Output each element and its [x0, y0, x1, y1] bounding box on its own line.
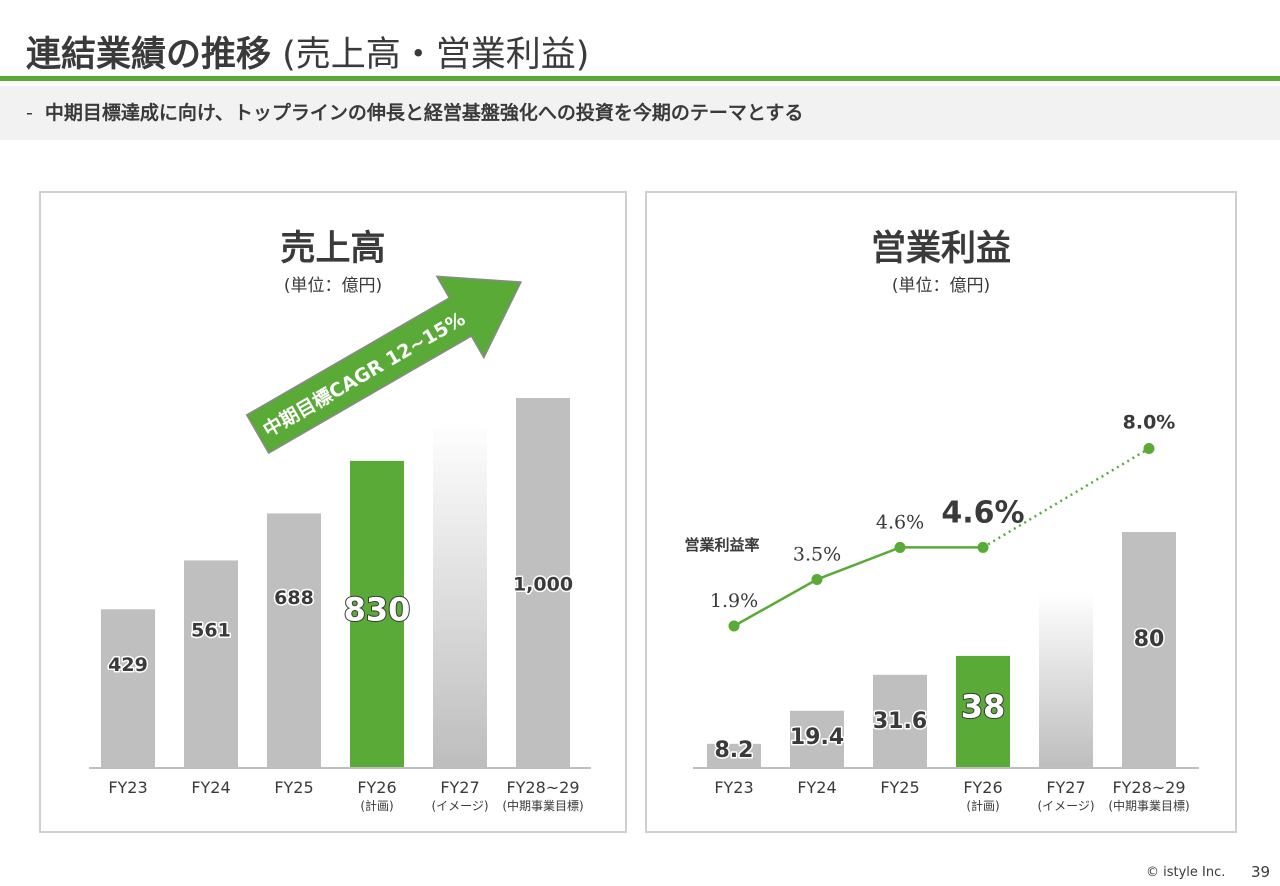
- margin-label-2: 4.6%: [876, 511, 924, 533]
- bar-image-4: [1039, 591, 1093, 768]
- op-profit-chart-title: 営業利益: [870, 229, 1011, 269]
- bar-value-label-2: 688: [274, 587, 314, 609]
- x-tick-label-5: FY28~29: [506, 778, 579, 797]
- page-number: 39: [1251, 863, 1271, 881]
- x-tick-label-2: FY25: [274, 778, 313, 797]
- x-tick-note-5: (中期事業目標): [1108, 798, 1189, 813]
- subtitle: - 中期目標達成に向け、トップラインの伸長と経営基盤強化への投資を今期のテーマとす…: [26, 100, 803, 126]
- x-tick-label-0: FY23: [108, 778, 147, 797]
- x-tick-note-4: (イメージ): [1037, 799, 1094, 813]
- bar-value-label-5: 1,000: [513, 573, 573, 595]
- page-title-main: 連結業績の推移: [26, 35, 272, 75]
- bar-value-label-3: 830: [344, 591, 411, 629]
- x-tick-note-3: (計画): [966, 798, 999, 813]
- op-profit-chart-panel: 営業利益 (単位：億円) 8.2 FY23 19.4 FY24 31.6 FY25 38 FY…: [645, 191, 1237, 833]
- sales-chart-unit: (単位：億円): [283, 276, 383, 296]
- bar-0: [707, 743, 761, 768]
- bar-value-label-0: 429: [108, 654, 148, 676]
- subtitle-text: 中期目標達成に向け、トップラインの伸長と経営基盤強化への投資を今期のテーマとする: [44, 102, 804, 124]
- bar-1: [790, 710, 844, 768]
- margin-series-name: 営業利益率: [684, 536, 759, 554]
- margin-point-0: [728, 620, 740, 632]
- cagr-arrow-shape: [245, 275, 523, 455]
- x-tick-note-3: (計画): [360, 798, 393, 813]
- margin-point-3: [977, 541, 989, 553]
- sales-chart-title: 売上高: [280, 229, 386, 269]
- margin-point-2: [894, 541, 906, 553]
- bar-highlight-3: [956, 655, 1010, 768]
- bar-5: [1122, 532, 1176, 768]
- x-tick-label-0: FY23: [714, 778, 753, 797]
- bar-value-label-1: 561: [191, 620, 231, 642]
- subtitle-band: [0, 86, 1280, 140]
- op-profit-chart: 8.2 FY23 19.4 FY24 31.6 FY25 38 FY26(計画) FY27 (イメ…: [684, 411, 1199, 813]
- bar-5: [516, 398, 570, 768]
- bar-highlight-3: [350, 460, 404, 768]
- bar-value-label-5: 80: [1134, 627, 1165, 652]
- x-tick-label-4: FY27: [1046, 778, 1085, 797]
- x-tick-label-1: FY24: [191, 778, 230, 797]
- title-rule: [0, 76, 1280, 81]
- bar-0: [101, 609, 155, 768]
- bar-2: [873, 674, 927, 768]
- margin-line-dotted: [982, 447, 1150, 549]
- x-tick-note-4: (イメージ): [431, 799, 488, 813]
- x-tick-label-1: FY24: [797, 778, 836, 797]
- x-tick-label-2: FY25: [880, 778, 919, 797]
- bar-value-label-3: 38: [961, 688, 1006, 726]
- margin-label-4: 8.0%: [1123, 411, 1176, 433]
- margin-line-solid: [733, 546, 983, 628]
- subtitle-dash: -: [26, 102, 33, 124]
- margin-label-3: 4.6%: [941, 495, 1024, 530]
- bar-1: [184, 560, 238, 768]
- bar-value-label-2: 31.6: [873, 709, 927, 734]
- bar-value-label-0: 8.2: [715, 738, 754, 763]
- sales-chart-panel: 売上高 (単位：億円) 429 FY23 561 FY24 688 FY25 830 FY26…: [39, 191, 627, 833]
- margin-point-1: [811, 573, 823, 585]
- op-profit-chart-unit: (単位：億円): [891, 276, 991, 296]
- x-tick-label-5: FY28~29: [1112, 778, 1185, 797]
- page-title-sub: (売上高・営業利益): [271, 35, 590, 75]
- margin-point-4: [1143, 442, 1155, 454]
- copyright: © istyle Inc.: [1146, 865, 1226, 880]
- x-tick-note-5: (中期事業目標): [502, 798, 583, 813]
- bar-value-label-1: 19.4: [790, 725, 844, 750]
- x-tick-label-3: FY26: [963, 778, 1002, 797]
- cagr-arrow: 中期目標CAGR 12~15%: [245, 275, 523, 455]
- margin-label-0: 1.9%: [710, 590, 758, 612]
- bar-2: [267, 513, 321, 768]
- margin-label-1: 3.5%: [793, 543, 841, 565]
- page-title: 連結業績の推移 (売上高・営業利益): [26, 30, 589, 80]
- sales-chart: 429 FY23 561 FY24 688 FY25 830 FY26(計画) FY27 (イメー…: [89, 275, 591, 813]
- x-tick-label-3: FY26: [357, 778, 396, 797]
- bar-image-4: [433, 420, 487, 768]
- x-tick-label-4: FY27: [440, 778, 479, 797]
